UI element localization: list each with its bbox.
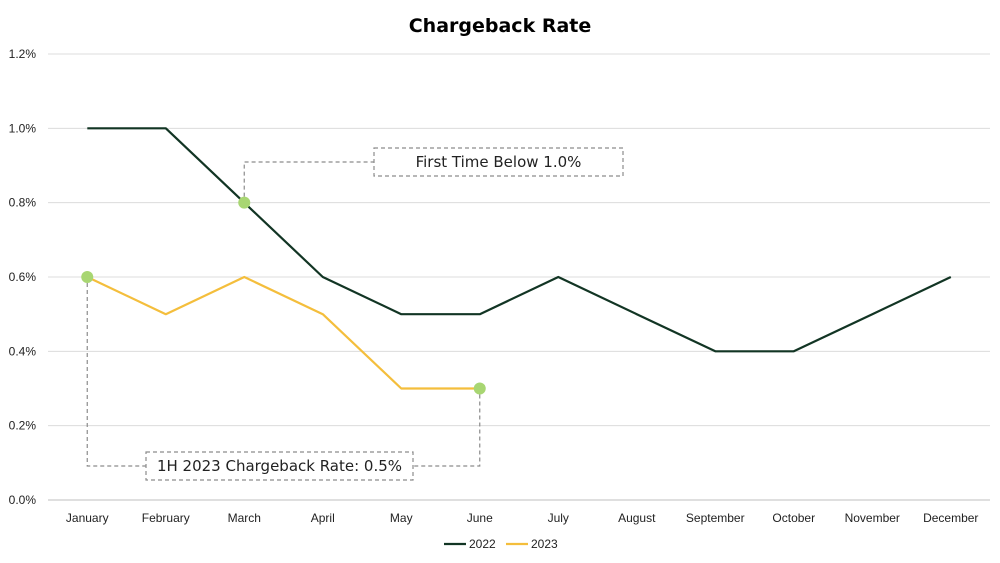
x-tick-label: November [845, 511, 900, 525]
annotation-text: First Time Below 1.0% [416, 153, 582, 171]
y-tick-label: 1.0% [9, 121, 37, 135]
annotation-text: 1H 2023 Chargeback Rate: 0.5% [157, 457, 402, 475]
x-tick-label: December [923, 511, 978, 525]
highlight-point [238, 196, 251, 209]
gridlines [48, 53, 990, 501]
y-tick-label: 0.6% [9, 270, 37, 284]
y-tick-label: 0.0% [9, 493, 37, 507]
annotation-connector [86, 283, 146, 467]
annotation-connector [413, 394, 481, 467]
y-tick-label: 0.2% [9, 419, 37, 433]
chart-title: Chargeback Rate [409, 15, 592, 37]
legend: 2022 2023 [444, 537, 558, 551]
highlight-point [81, 271, 94, 283]
highlight-point [473, 382, 486, 395]
annotation-box [373, 147, 624, 177]
y-tick-label: 0.4% [9, 344, 37, 358]
series-lines [86, 127, 952, 390]
x-tick-label: March [228, 511, 261, 525]
legend-label-2023: 2023 [531, 537, 558, 551]
x-tick-label: June [467, 511, 493, 525]
x-tick-label: August [618, 511, 656, 525]
annotation-box [145, 451, 414, 481]
y-axis-ticks: 0.0% 0.2% 0.4% 0.6% 0.8% 1.0% 1.2% [9, 47, 37, 507]
legend-label-2022: 2022 [469, 537, 496, 551]
x-axis-ticks: January February March April May June July Augu… [66, 511, 979, 525]
annotation-connector [243, 161, 374, 197]
series-line-2023 [86, 275, 480, 390]
x-tick-label: April [311, 511, 335, 525]
x-tick-label: May [390, 511, 413, 525]
x-tick-label: February [142, 511, 190, 525]
y-tick-label: 0.8% [9, 196, 37, 210]
x-tick-label: January [66, 511, 109, 525]
y-tick-label: 1.2% [9, 47, 37, 61]
x-tick-label: July [548, 511, 569, 525]
x-tick-label: September [686, 511, 745, 525]
series-line-2022 [87, 127, 952, 353]
x-tick-label: October [772, 511, 815, 525]
annotations: First Time Below 1.0% 1H 2023 Chargeback … [81, 147, 624, 481]
